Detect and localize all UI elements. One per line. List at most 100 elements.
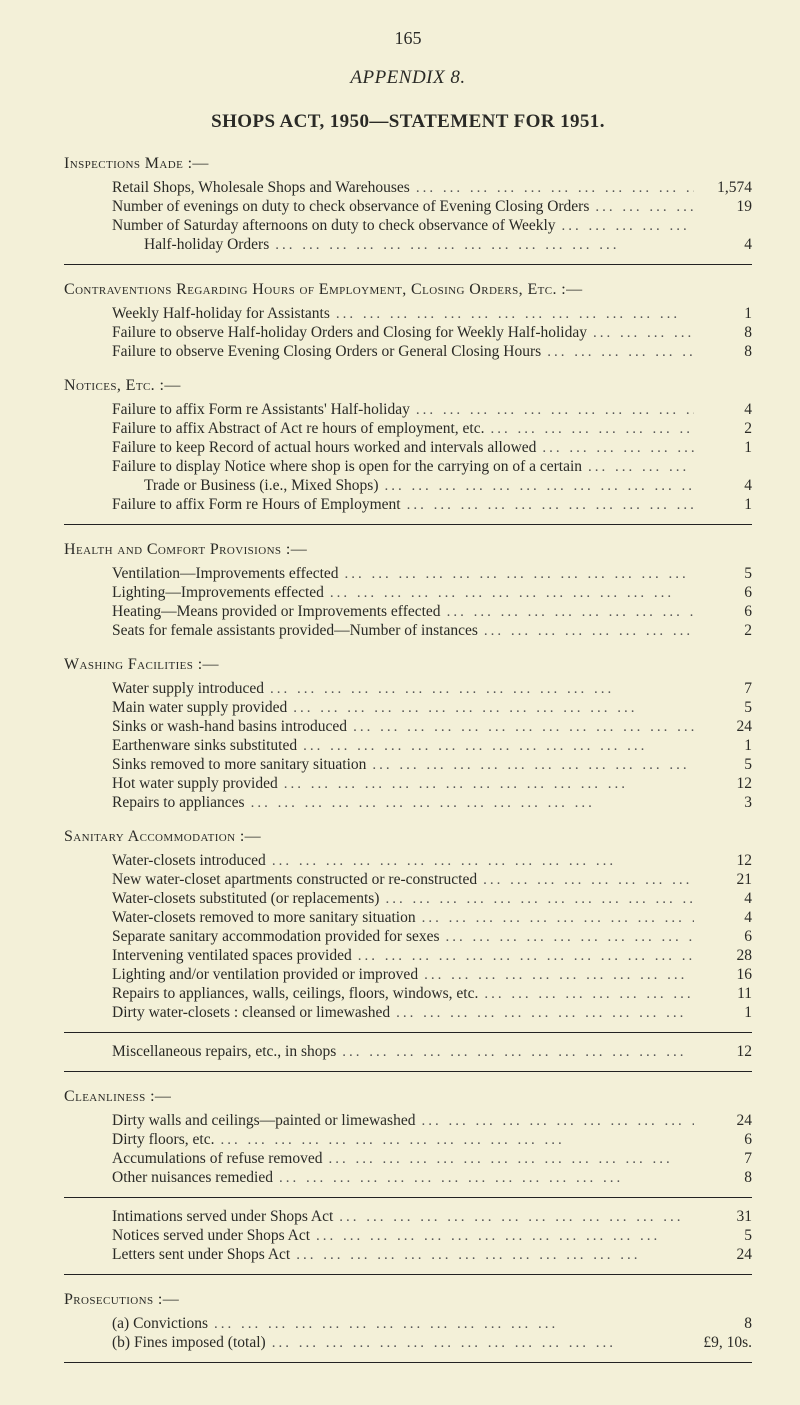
row-label: Repairs to appliances, walls, ceilings, … xyxy=(64,985,478,1003)
section-heading: Contraventions Regarding Hours of Employ… xyxy=(64,281,752,299)
row-label: Sinks or wash-hand basins introduced xyxy=(64,718,347,736)
data-row: Water-closets removed to more sanitary s… xyxy=(64,909,752,927)
section-heading: Health and Comfort Provisions :— xyxy=(64,541,752,559)
row-value: 4 xyxy=(700,477,752,495)
row-value: 6 xyxy=(700,584,752,602)
section-heading-text: Prosecutions :— xyxy=(64,1291,179,1308)
row-value: 4 xyxy=(700,236,752,254)
dot-leaders xyxy=(336,306,694,321)
dot-leaders xyxy=(316,1228,694,1243)
data-row: Dirty walls and ceilings—painted or lime… xyxy=(64,1112,752,1130)
dot-leaders xyxy=(416,180,694,195)
data-row: Sinks or wash-hand basins introduced 24 xyxy=(64,718,752,736)
row-label: Hot water supply provided xyxy=(64,775,278,793)
dot-leaders xyxy=(385,891,694,906)
horizontal-rule xyxy=(64,524,752,525)
dot-leaders xyxy=(424,967,694,982)
row-label: Dirty water-closets : cleansed or limewa… xyxy=(64,1004,390,1022)
row-value: 12 xyxy=(700,852,752,870)
row-value: £9, 10s. xyxy=(700,1334,752,1352)
row-value: 21 xyxy=(700,871,752,889)
data-row: Accumulations of refuse removed7 xyxy=(64,1150,752,1168)
data-row: Failure to affix Form re Assistants' Hal… xyxy=(64,401,752,419)
row-label: Failure to affix Abstract of Act re hour… xyxy=(64,420,484,438)
section-heading-text: Contraventions Regarding Hours of Employ… xyxy=(64,281,583,298)
row-label: Failure to observe Half-holiday Orders a… xyxy=(64,324,587,342)
row-label: Lighting and/or ventilation provided or … xyxy=(64,966,418,984)
appendix-label: APPENDIX 8. xyxy=(64,67,752,89)
section-rows: Ventilation—Improvements effected5Lighti… xyxy=(64,565,752,640)
row-value: 8 xyxy=(700,343,752,361)
data-row: Number of evenings on duty to check obse… xyxy=(64,198,752,216)
data-row: Failure to observe Half-holiday Orders a… xyxy=(64,324,752,342)
row-label: Letters sent under Shops Act xyxy=(64,1246,290,1264)
section-rows: Retail Shops, Wholesale Shops and Wareho… xyxy=(64,179,752,254)
data-row: (a) Convictions8 xyxy=(64,1315,752,1333)
dot-leaders xyxy=(270,681,694,696)
dot-leaders xyxy=(330,585,694,600)
row-value: 1 xyxy=(700,305,752,323)
row-label: Number of evenings on duty to check obse… xyxy=(64,198,589,216)
row-value: 31 xyxy=(700,1208,752,1226)
row-value: 19 xyxy=(700,198,752,216)
row-value: 5 xyxy=(700,565,752,583)
row-label: Failure to display Notice where shop is … xyxy=(64,458,582,476)
section-heading: Cleanliness :— xyxy=(64,1088,752,1106)
row-value: 2 xyxy=(700,420,752,438)
page-root: 165 APPENDIX 8. SHOPS ACT, 1950—STATEMEN… xyxy=(0,0,800,1405)
dot-leaders xyxy=(328,1151,694,1166)
row-value: 24 xyxy=(700,718,752,736)
dot-leaders xyxy=(595,199,694,214)
dot-leaders xyxy=(272,1335,694,1350)
data-row: Water supply introduced7 xyxy=(64,680,752,698)
row-value: 4 xyxy=(700,401,752,419)
dot-leaders xyxy=(272,853,694,868)
section-heading: Sanitary Accommodation :— xyxy=(64,828,752,846)
dot-leaders xyxy=(296,1247,694,1262)
row-value: 5 xyxy=(700,756,752,774)
row-value: 1,574 xyxy=(700,179,752,197)
dot-leaders xyxy=(339,1209,694,1224)
row-value: 16 xyxy=(700,966,752,984)
data-row: Ventilation—Improvements effected5 xyxy=(64,565,752,583)
section-rows: Dirty walls and ceilings—painted or lime… xyxy=(64,1112,752,1187)
row-label: Half-holiday Orders xyxy=(64,236,269,254)
dot-leaders xyxy=(284,776,694,791)
dot-leaders xyxy=(358,948,694,963)
row-value: 1 xyxy=(700,737,752,755)
data-row: Other nuisances remedied8 xyxy=(64,1169,752,1187)
row-label: Weekly Half-holiday for Assistants xyxy=(64,305,330,323)
row-label: Failure to keep Record of actual hours w… xyxy=(64,439,536,457)
section-heading: Inspections Made :— xyxy=(64,155,752,173)
section-rows: Intimations served under Shops Act31Noti… xyxy=(64,1208,752,1264)
dot-leaders xyxy=(293,700,694,715)
horizontal-rule xyxy=(64,1362,752,1363)
horizontal-rule xyxy=(64,1274,752,1275)
row-value: 6 xyxy=(700,928,752,946)
row-label: Failure to affix Form re Hours of Employ… xyxy=(64,496,401,514)
data-row: Intimations served under Shops Act31 xyxy=(64,1208,752,1226)
dot-leaders xyxy=(484,623,694,638)
data-row: Heating—Means provided or Improvements e… xyxy=(64,603,752,621)
section-heading-text: Sanitary Accommodation :— xyxy=(64,828,261,845)
section-heading-text: Washing Facilities :— xyxy=(64,656,219,673)
section-rows: Weekly Half-holiday for Assistants 1 Failu… xyxy=(64,305,752,361)
row-value: 7 xyxy=(700,680,752,698)
data-row: Failure to display Notice where shop is … xyxy=(64,458,752,476)
data-row: Repairs to appliances3 xyxy=(64,794,752,812)
row-value: 1 xyxy=(700,496,752,514)
row-label: Failure to affix Form re Assistants' Hal… xyxy=(64,401,410,419)
row-label: Other nuisances remedied xyxy=(64,1169,273,1187)
data-row: Seats for female assistants provided—Num… xyxy=(64,622,752,640)
data-row: Hot water supply provided12 xyxy=(64,775,752,793)
row-value: 6 xyxy=(700,1131,752,1149)
section-heading: Notices, Etc. :— xyxy=(64,377,752,395)
row-value: 28 xyxy=(700,947,752,965)
dot-leaders xyxy=(483,872,694,887)
data-row: Letters sent under Shops Act24 xyxy=(64,1246,752,1264)
section-rows: Water-closets introduced12New water-clos… xyxy=(64,852,752,1022)
row-label: Lighting—Improvements effected xyxy=(64,584,324,602)
section-heading: Washing Facilities :— xyxy=(64,656,752,674)
data-row: Failure to keep Record of actual hours w… xyxy=(64,439,752,457)
dot-leaders xyxy=(484,986,694,1001)
